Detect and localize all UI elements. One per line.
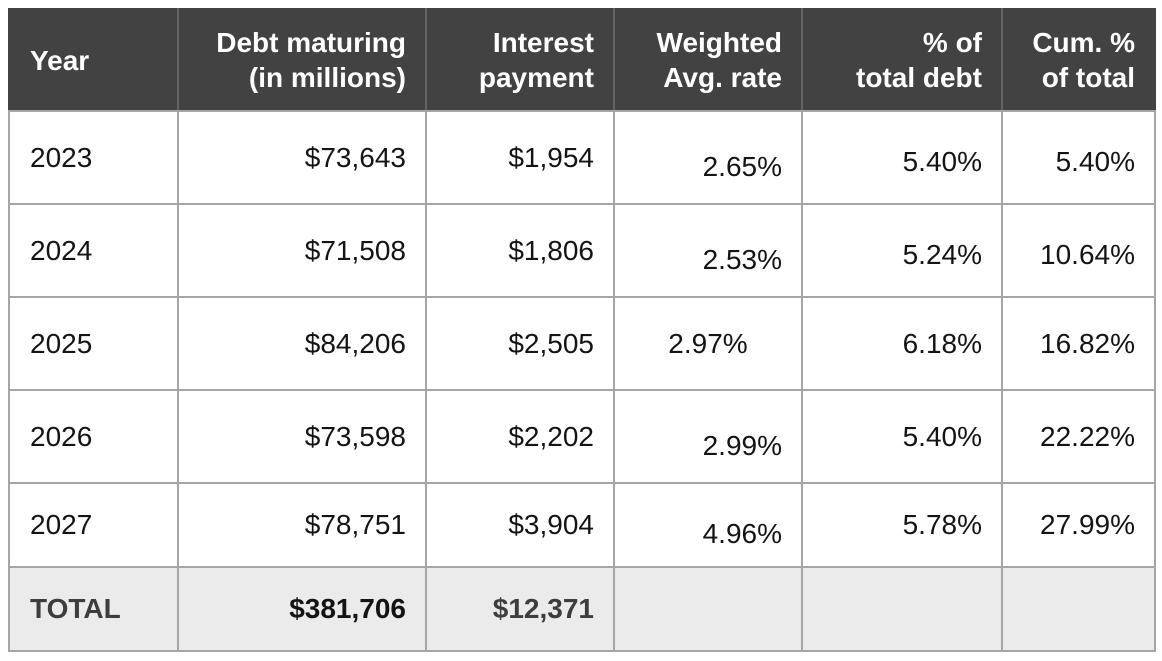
- cum-pct-cell: 5.40%: [1001, 110, 1156, 205]
- column-header-cum-pct: Cum. % of total: [1001, 8, 1156, 112]
- cum-pct-value: 10.64%: [1040, 238, 1135, 270]
- pct-value: 5.24%: [902, 238, 982, 270]
- table-row: 2024 $71,508 $1,806 2.53% 5.24% 10.64%: [8, 203, 1156, 298]
- year-cell: 2025: [8, 296, 179, 391]
- weighted-avg-rate-cell: 2.99%: [613, 389, 803, 484]
- debt-maturity-table: Year Debt maturing (in millions) Interes…: [8, 8, 1156, 652]
- table-row: 2023 $73,643 $1,954 2.65% 5.40% 5.40%: [8, 110, 1156, 205]
- interest-payment-cell: $3,904: [425, 482, 615, 568]
- interest-payment-cell: $1,954: [425, 110, 615, 205]
- debt-maturing-cell: $73,598: [177, 389, 427, 484]
- empty-cell: [1001, 566, 1156, 652]
- table-row: 2026 $73,598 $2,202 2.99% 5.40% 22.22%: [8, 389, 1156, 484]
- cum-pct-value: 5.40%: [1055, 145, 1135, 177]
- debt-maturing-cell: $78,751: [177, 482, 427, 568]
- debt-maturing-cell: $73,643: [177, 110, 427, 205]
- total-interest-payment-cell: $12,371: [425, 566, 615, 652]
- pct-value: 5.78%: [902, 509, 982, 540]
- rate-value: 2.99%: [702, 429, 782, 461]
- empty-cell: [613, 566, 803, 652]
- total-label-cell: TOTAL: [8, 566, 179, 652]
- header-row: Year Debt maturing (in millions) Interes…: [8, 8, 1156, 112]
- column-header-year: Year: [8, 8, 179, 112]
- year-cell: 2024: [8, 203, 179, 298]
- total-row: TOTAL $381,706 $12,371: [8, 566, 1156, 652]
- year-cell: 2023: [8, 110, 179, 205]
- year-cell: 2027: [8, 482, 179, 568]
- rate-value: 2.65%: [702, 150, 782, 182]
- interest-payment-cell: $2,202: [425, 389, 615, 484]
- cum-pct-cell: 10.64%: [1001, 203, 1156, 298]
- cum-pct-cell: 16.82%: [1001, 296, 1156, 391]
- weighted-avg-rate-cell: 2.53%: [613, 203, 803, 298]
- interest-payment-cell: $2,505: [425, 296, 615, 391]
- weighted-avg-rate-cell: 2.65%: [613, 110, 803, 205]
- cum-pct-value: 27.99%: [1040, 509, 1135, 540]
- rate-value: 2.97%: [668, 327, 748, 359]
- column-header-pct-total-debt: % of total debt: [801, 8, 1003, 112]
- pct-value: 5.40%: [902, 420, 982, 452]
- pct-total-debt-cell: 5.40%: [801, 110, 1003, 205]
- empty-cell: [801, 566, 1003, 652]
- pct-value: 6.18%: [902, 327, 982, 359]
- weighted-avg-rate-cell: 2.97%: [613, 296, 803, 391]
- rate-value: 2.53%: [702, 243, 782, 275]
- column-header-debt-maturing: Debt maturing (in millions): [177, 8, 427, 112]
- cum-pct-value: 22.22%: [1040, 420, 1135, 452]
- total-debt-maturing-cell: $381,706: [177, 566, 427, 652]
- year-cell: 2026: [8, 389, 179, 484]
- cum-pct-cell: 22.22%: [1001, 389, 1156, 484]
- rate-value: 4.96%: [702, 518, 782, 549]
- debt-maturing-cell: $84,206: [177, 296, 427, 391]
- weighted-avg-rate-cell: 4.96%: [613, 482, 803, 568]
- cum-pct-value: 16.82%: [1040, 327, 1135, 359]
- pct-total-debt-cell: 5.24%: [801, 203, 1003, 298]
- interest-payment-cell: $1,806: [425, 203, 615, 298]
- table-row: 2027 $78,751 $3,904 4.96% 5.78% 27.99%: [8, 482, 1156, 568]
- pct-total-debt-cell: 5.40%: [801, 389, 1003, 484]
- column-header-interest-payment: Interest payment: [425, 8, 615, 112]
- pct-total-debt-cell: 6.18%: [801, 296, 1003, 391]
- debt-maturing-cell: $71,508: [177, 203, 427, 298]
- pct-total-debt-cell: 5.78%: [801, 482, 1003, 568]
- column-header-weighted-avg-rate: Weighted Avg. rate: [613, 8, 803, 112]
- cum-pct-cell: 27.99%: [1001, 482, 1156, 568]
- table-row: 2025 $84,206 $2,505 2.97% 6.18% 16.82%: [8, 296, 1156, 391]
- pct-value: 5.40%: [902, 145, 982, 177]
